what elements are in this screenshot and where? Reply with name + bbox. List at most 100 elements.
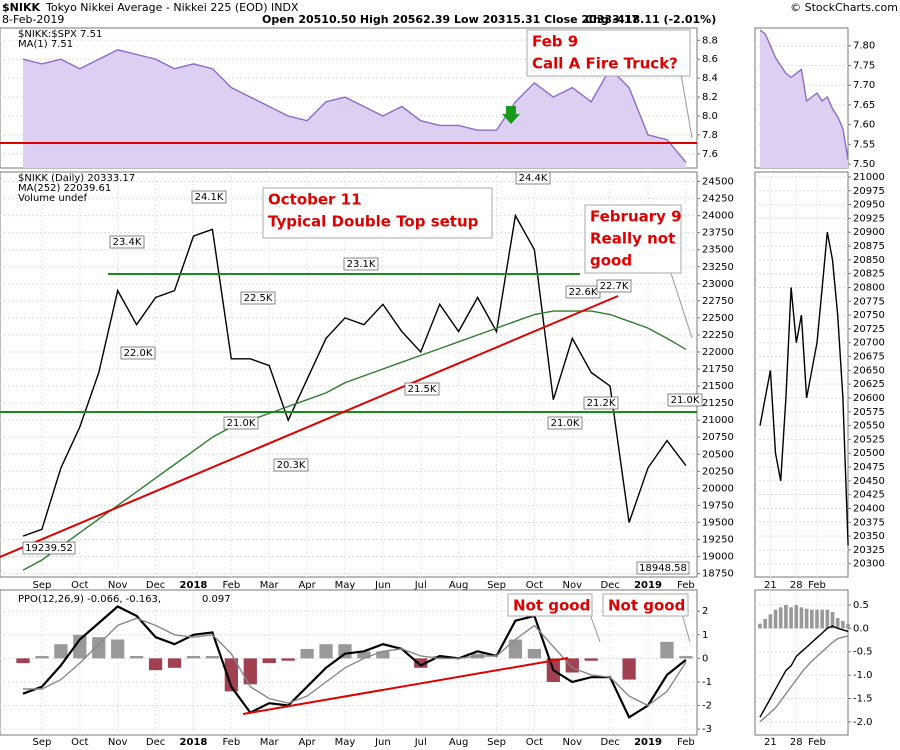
y-tick-label: 7.60 <box>853 120 875 131</box>
x-tick-label: Feb <box>222 737 240 748</box>
y-tick-label: 8.2 <box>702 92 718 103</box>
y-tick-label: -2 <box>702 701 712 712</box>
x-tick-label: 2019 <box>634 737 662 748</box>
y-tick-label: 22250 <box>702 330 734 341</box>
histogram-bar <box>243 658 257 685</box>
y-tick-label: 7.8 <box>702 130 718 141</box>
annotation: 18948.58 <box>639 563 687 574</box>
histogram-bar <box>527 648 542 659</box>
y-tick-label: 7.6 <box>702 149 718 160</box>
series-line <box>22 605 687 719</box>
annotation-box <box>583 396 619 410</box>
histogram-bar <box>773 609 778 629</box>
x-tick-label: 2018 <box>180 580 208 591</box>
y-tick-label: 20750 <box>702 432 734 443</box>
histogram-bar <box>376 651 390 659</box>
histogram-bar <box>835 618 840 629</box>
credit: © StockCharts.com <box>790 1 898 14</box>
annotation-box <box>404 382 440 396</box>
annotation: 21.0K <box>671 395 700 406</box>
legend-entry: 0.097 <box>202 594 231 605</box>
y-tick-label: 8.4 <box>702 73 718 84</box>
x-tick-label: 28 <box>790 737 803 748</box>
y-tick-label: 2 <box>702 606 708 617</box>
y-tick-label: 20825 <box>853 269 885 280</box>
y-tick-label: 21000 <box>702 415 734 426</box>
legend-entry: $NIKK:$SPX 7.51 <box>18 29 102 40</box>
y-tick-label: -1.0 <box>853 670 873 681</box>
x-tick-label: Sep <box>487 580 506 591</box>
x-tick-label: Dec <box>146 737 165 748</box>
pointer <box>680 73 693 139</box>
y-tick-label: 7.80 <box>853 41 875 52</box>
annotation: 22.0K <box>124 348 153 359</box>
annotation-box <box>191 190 227 204</box>
trend-line <box>242 657 569 715</box>
y-tick-label: 21750 <box>702 364 734 375</box>
y-tick-label: 20925 <box>853 213 885 224</box>
y-tick-label: 20600 <box>853 393 885 404</box>
histogram-bar <box>565 658 579 673</box>
histogram-bar <box>841 620 845 629</box>
histogram-bar <box>820 609 824 629</box>
histogram-bar <box>809 609 814 629</box>
y-tick-label: 20400 <box>853 503 885 514</box>
y-tick-label: 20450 <box>853 476 885 487</box>
annotation: 24.1K <box>195 192 224 203</box>
x-tick-label: Nov <box>108 580 128 591</box>
arrow <box>502 106 520 124</box>
x-tick-label: Oct <box>71 737 88 748</box>
x-tick-label: Nov <box>562 737 582 748</box>
y-tick-label: 20350 <box>853 531 885 542</box>
x-tick-label: May <box>335 580 356 591</box>
callout-text: February 9 <box>590 208 682 226</box>
x-tick-label: May <box>335 737 356 748</box>
x-tick-label: Aug <box>449 580 469 591</box>
y-tick-label: 20850 <box>853 255 885 266</box>
pointer <box>669 269 693 339</box>
x-tick-label: 21 <box>764 737 777 748</box>
y-tick-label: -1 <box>702 677 712 688</box>
y-tick-label: 1 <box>702 630 708 641</box>
histogram-bar <box>784 604 788 629</box>
x-tick-label: Mar <box>260 737 280 748</box>
date: 8-Feb-2019 <box>2 13 64 26</box>
histogram-bar <box>804 608 809 629</box>
y-tick-label: 20750 <box>853 310 885 321</box>
series-line <box>22 310 687 571</box>
callout-text: good <box>590 252 632 270</box>
histogram-bar <box>758 623 762 629</box>
x-tick-label: Jul <box>414 737 427 748</box>
legend-entry: Volume undef <box>18 193 88 204</box>
x-tick-label: Jul <box>414 580 427 591</box>
histogram-bar <box>35 656 49 659</box>
y-tick-label: 24000 <box>702 211 734 222</box>
y-tick-label: 19750 <box>702 500 734 511</box>
histogram-bar <box>622 658 636 680</box>
x-tick-label: Oct <box>71 580 88 591</box>
callout-box <box>584 204 682 274</box>
x-tick-label: Jun <box>374 737 391 748</box>
histogram-bar <box>319 644 333 659</box>
x-tick-label: Feb <box>808 737 826 748</box>
annotation: 21.5K <box>408 384 437 395</box>
x-tick-label: Feb <box>677 580 695 591</box>
y-tick-label: 8.8 <box>702 35 718 46</box>
series-line <box>759 625 849 718</box>
annotation: 21.0K <box>227 418 256 429</box>
annotation-box <box>547 416 583 430</box>
histogram-bar <box>16 658 30 664</box>
y-tick-label: 21000 <box>853 172 885 183</box>
legend-entry: MA(1) 7.51 <box>18 39 73 50</box>
y-tick-label: 24500 <box>702 177 734 188</box>
annotation-box <box>223 416 259 430</box>
y-tick-label: 0.0 <box>853 623 869 634</box>
legend-entry: PPO(12,26,9) -0.066, -0.163, <box>18 594 161 605</box>
histogram-bar <box>92 637 106 659</box>
x-tick-label: Dec <box>600 737 619 748</box>
y-tick-label: 19250 <box>702 535 734 546</box>
y-tick-label: 20425 <box>853 490 885 501</box>
area-fill <box>760 30 849 168</box>
x-tick-label: Dec <box>146 580 165 591</box>
